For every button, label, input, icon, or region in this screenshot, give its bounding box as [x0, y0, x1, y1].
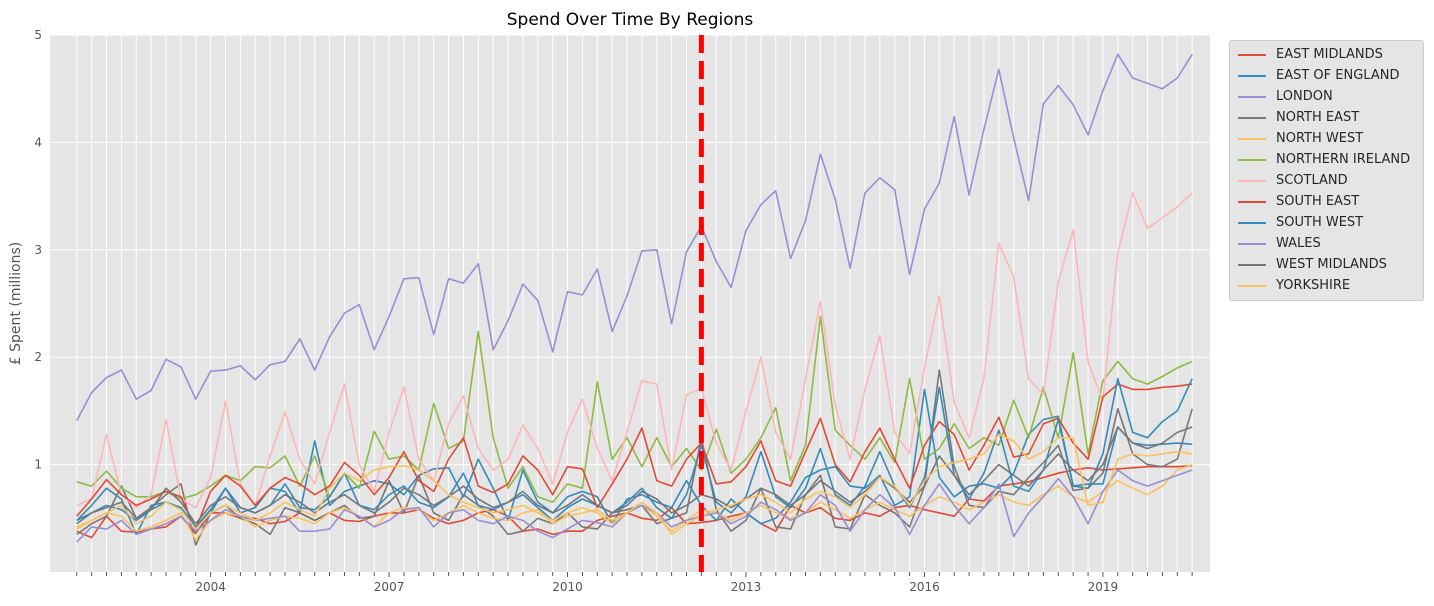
legend-item: WEST MIDLANDS	[1230, 254, 1423, 275]
legend-label: SOUTH EAST	[1276, 194, 1360, 209]
y-tick-label: 1	[34, 458, 42, 472]
series-line-east-midlands	[76, 464, 1193, 539]
legend-item: NORTH WEST	[1230, 128, 1423, 149]
axis-ticks: 1 2 3 4 5 2004 2007 2010 2013 2016 2019	[34, 28, 1193, 594]
series-line-london	[76, 53, 1193, 421]
legend-swatch	[1238, 137, 1266, 140]
series-line-west-midlands	[76, 426, 1193, 525]
legend-item: SOUTH EAST	[1230, 191, 1423, 212]
legend-item: SCOTLAND	[1230, 170, 1423, 191]
legend-label: NORTH EAST	[1276, 110, 1360, 125]
legend-label: WEST MIDLANDS	[1276, 257, 1387, 272]
x-tick-label: 2016	[909, 580, 940, 594]
legend-item: WALES	[1230, 233, 1423, 254]
y-axis-label: £ Spent (millions)	[8, 242, 24, 365]
legend-swatch	[1238, 116, 1266, 119]
y-tick-label: 2	[34, 350, 42, 364]
legend-label: NORTHERN IRELAND	[1276, 152, 1411, 167]
legend-swatch	[1238, 284, 1266, 287]
legend-item: LONDON	[1230, 86, 1423, 107]
y-tick-label: 3	[34, 243, 42, 257]
legend-swatch	[1238, 53, 1266, 56]
legend-swatch	[1238, 200, 1266, 203]
legend-label: SOUTH WEST	[1276, 215, 1364, 230]
x-tick-label: 2019	[1088, 580, 1119, 594]
legend-item: YORKSHIRE	[1230, 275, 1423, 296]
legend-item: EAST OF ENGLAND	[1230, 65, 1423, 86]
legend: EAST MIDLANDS EAST OF ENGLAND LONDON NORTH …	[1229, 40, 1424, 301]
legend-item: NORTH EAST	[1230, 107, 1423, 128]
x-tick-label: 2010	[552, 580, 583, 594]
chart-title: Spend Over Time By Regions	[507, 10, 754, 30]
legend-swatch	[1238, 158, 1266, 161]
plot-area	[50, 35, 1210, 572]
legend-item: NORTHERN IRELAND	[1230, 149, 1423, 170]
legend-swatch	[1238, 74, 1266, 77]
series-line-wales	[76, 469, 1193, 543]
legend-label: EAST MIDLANDS	[1276, 47, 1383, 62]
series-line-scotland	[76, 192, 1193, 509]
x-tick-label: 2013	[731, 580, 762, 594]
series-line-yorkshire	[76, 433, 1193, 536]
legend-swatch	[1238, 179, 1266, 182]
y-tick-label: 4	[34, 135, 42, 149]
legend-label: WALES	[1276, 236, 1321, 251]
series-line-northern-ireland	[76, 315, 1193, 504]
legend-swatch	[1238, 242, 1266, 245]
x-tick-label: 2004	[195, 580, 226, 594]
legend-label: NORTH WEST	[1276, 131, 1364, 146]
legend-label: SCOTLAND	[1276, 173, 1348, 188]
x-tick-label: 2007	[374, 580, 405, 594]
legend-label: YORKSHIRE	[1276, 278, 1351, 293]
legend-swatch	[1238, 263, 1266, 266]
legend-item: EAST MIDLANDS	[1230, 44, 1423, 65]
legend-item: SOUTH WEST	[1230, 212, 1423, 233]
legend-swatch	[1238, 221, 1266, 224]
legend-swatch	[1238, 95, 1266, 98]
y-tick-label: 5	[34, 28, 42, 42]
legend-label: LONDON	[1276, 89, 1333, 104]
legend-label: EAST OF ENGLAND	[1276, 68, 1400, 83]
series-lines	[76, 53, 1193, 546]
